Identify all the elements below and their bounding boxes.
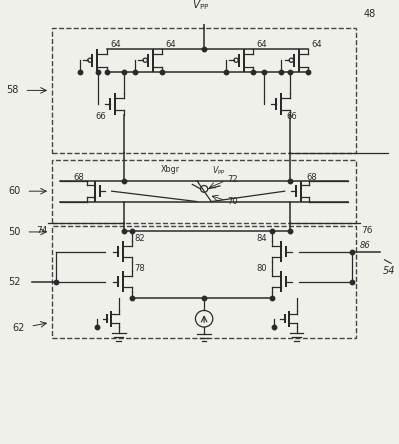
Text: 76: 76 — [361, 226, 372, 235]
Bar — [52, 28, 356, 153]
Text: 60: 60 — [8, 186, 20, 196]
Text: 80: 80 — [257, 264, 267, 273]
Text: Xbgr: Xbgr — [161, 165, 180, 174]
Text: 64: 64 — [256, 40, 267, 49]
Text: 52: 52 — [8, 277, 20, 287]
Text: 64: 64 — [166, 40, 176, 49]
Bar — [52, 226, 356, 337]
Text: 66: 66 — [286, 112, 296, 121]
Text: 68: 68 — [307, 173, 318, 182]
Text: 74: 74 — [36, 226, 47, 235]
Text: 64: 64 — [110, 40, 121, 49]
Text: 78: 78 — [134, 264, 145, 273]
Text: 70: 70 — [227, 197, 238, 206]
Text: V$_{\rm PP}$: V$_{\rm PP}$ — [212, 165, 226, 177]
Text: 58: 58 — [6, 85, 18, 95]
Text: 82: 82 — [134, 234, 145, 243]
Text: 62: 62 — [12, 323, 24, 333]
Text: V$_{\rm PP}$: V$_{\rm PP}$ — [192, 0, 210, 12]
Bar — [52, 160, 356, 222]
Text: 48: 48 — [363, 9, 375, 19]
Text: 64: 64 — [312, 40, 322, 49]
Text: 54: 54 — [383, 266, 395, 276]
Text: 84: 84 — [257, 234, 267, 243]
Text: 50: 50 — [8, 227, 20, 237]
Text: 86: 86 — [359, 241, 370, 250]
Text: 66: 66 — [95, 112, 106, 121]
Text: 68: 68 — [74, 173, 85, 182]
Text: 72: 72 — [227, 175, 238, 184]
